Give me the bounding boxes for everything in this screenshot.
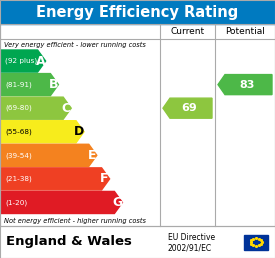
Text: Very energy efficient - lower running costs: Very energy efficient - lower running co… — [4, 42, 146, 47]
Text: Energy Efficiency Rating: Energy Efficiency Rating — [36, 4, 239, 20]
Bar — [0, 24, 275, 226]
Text: England & Wales: England & Wales — [6, 236, 132, 248]
Text: (21-38): (21-38) — [5, 176, 32, 182]
Text: (39-54): (39-54) — [5, 152, 32, 159]
Text: (92 plus): (92 plus) — [5, 58, 37, 64]
Text: 2002/91/EC: 2002/91/EC — [168, 244, 212, 253]
Text: 69: 69 — [182, 103, 197, 113]
Polygon shape — [0, 50, 46, 72]
Polygon shape — [0, 121, 84, 143]
Polygon shape — [0, 191, 122, 214]
Text: D: D — [74, 125, 84, 138]
Polygon shape — [218, 75, 272, 95]
Polygon shape — [163, 98, 212, 118]
Text: 83: 83 — [239, 80, 254, 90]
Text: Not energy efficient - higher running costs: Not energy efficient - higher running co… — [4, 217, 146, 223]
Text: C: C — [62, 102, 71, 115]
Polygon shape — [0, 74, 58, 96]
Text: B: B — [49, 78, 58, 91]
Bar — [244, 235, 268, 249]
Text: A: A — [36, 54, 45, 68]
Bar — [0, 226, 275, 258]
Polygon shape — [0, 97, 71, 119]
Text: G: G — [112, 196, 123, 209]
Text: F: F — [100, 172, 109, 186]
Polygon shape — [0, 144, 97, 166]
Bar — [0, 0, 275, 24]
Text: (55-68): (55-68) — [5, 128, 32, 135]
Text: Potential: Potential — [225, 27, 265, 36]
Polygon shape — [0, 168, 110, 190]
Text: Current: Current — [170, 27, 205, 36]
Text: E: E — [87, 149, 96, 162]
Text: EU Directive: EU Directive — [168, 233, 215, 242]
Text: (81-91): (81-91) — [5, 81, 32, 88]
Text: (1-20): (1-20) — [5, 199, 27, 206]
Text: (69-80): (69-80) — [5, 105, 32, 111]
